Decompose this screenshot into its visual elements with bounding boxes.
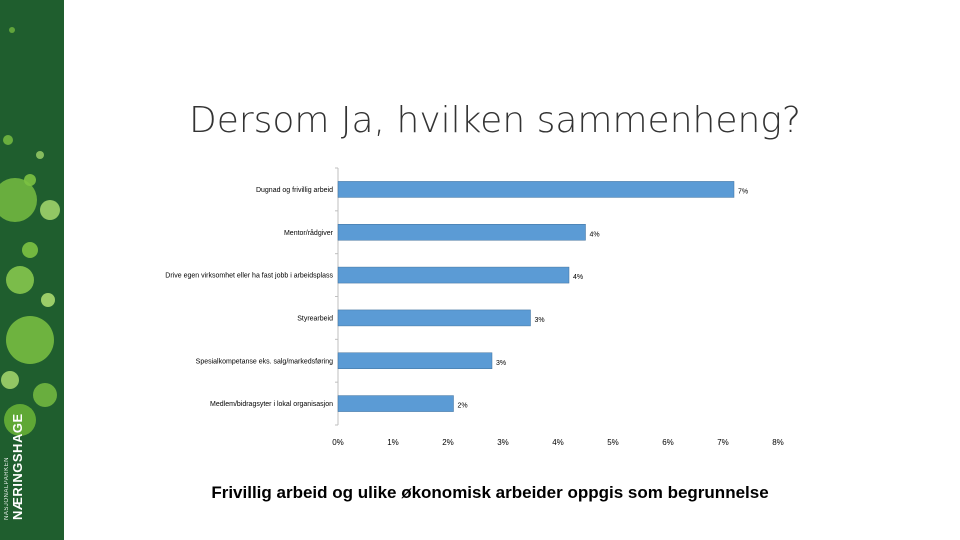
bar bbox=[337, 352, 493, 369]
x-tick-label: 8% bbox=[772, 438, 784, 447]
decorative-dots bbox=[0, 27, 60, 436]
category-label: Spesialkompetanse eks. salg/markedsførin… bbox=[196, 358, 333, 365]
category-label: Mentor/rådgiver bbox=[284, 229, 334, 237]
category-label: Dugnad og frivillig arbeid bbox=[256, 187, 333, 194]
x-tick-label: 6% bbox=[662, 438, 674, 447]
data-label: 3% bbox=[496, 360, 506, 367]
x-tick-label: 4% bbox=[552, 438, 564, 447]
data-label: 3% bbox=[535, 317, 545, 324]
bar bbox=[337, 224, 586, 241]
x-tick-label: 1% bbox=[387, 438, 399, 447]
slide-title: Dersom Ja, hvilken sammenheng? bbox=[188, 100, 802, 141]
x-tick-label: 5% bbox=[607, 438, 619, 447]
bar bbox=[337, 309, 531, 327]
x-tick-label: 7% bbox=[717, 438, 729, 447]
category-label: Drive egen virksomhet eller ha fast jobb… bbox=[165, 273, 333, 280]
x-tick-label: 3% bbox=[497, 438, 509, 447]
bar bbox=[337, 181, 735, 198]
sidebar: NASJONALPARKEN NÆRINGSHAGE bbox=[0, 0, 64, 540]
data-label: 7% bbox=[738, 188, 748, 195]
data-label: 4% bbox=[573, 274, 583, 281]
category-label: Styrearbeid bbox=[297, 315, 333, 322]
category-label: Medlem/bidragsyter i lokal organisasjon bbox=[210, 401, 333, 408]
x-tick-label: 0% bbox=[332, 438, 344, 447]
bar bbox=[337, 395, 454, 412]
bar bbox=[337, 266, 570, 284]
data-label: 4% bbox=[590, 231, 600, 238]
x-tick-label: 2% bbox=[442, 438, 454, 447]
data-label: 2% bbox=[458, 403, 468, 410]
slide-caption: Frivillig arbeid og ulike økonomisk arbe… bbox=[211, 483, 769, 502]
